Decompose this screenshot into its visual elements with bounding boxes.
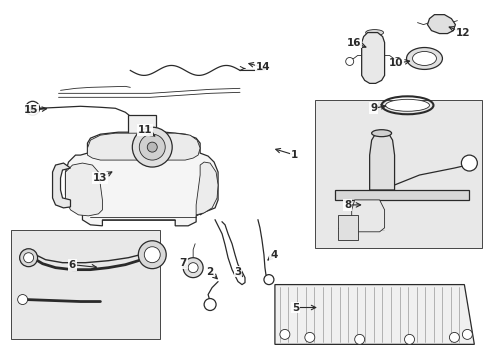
Circle shape (354, 334, 364, 345)
Circle shape (448, 332, 458, 342)
Circle shape (461, 155, 476, 171)
Circle shape (304, 332, 314, 342)
Polygon shape (337, 215, 357, 240)
Text: 16: 16 (346, 37, 360, 48)
Polygon shape (369, 135, 394, 190)
Text: 12: 12 (455, 28, 469, 37)
Text: 7: 7 (179, 258, 186, 268)
Circle shape (279, 329, 289, 339)
Circle shape (18, 294, 27, 305)
Polygon shape (427, 15, 454, 33)
Circle shape (139, 134, 165, 160)
Circle shape (203, 298, 216, 310)
Polygon shape (65, 132, 218, 226)
Circle shape (144, 247, 160, 263)
Ellipse shape (406, 48, 442, 69)
Circle shape (404, 334, 414, 345)
Circle shape (393, 58, 401, 66)
Text: 6: 6 (69, 260, 76, 270)
Bar (128, 115, 156, 137)
Bar (314, 100, 481, 248)
Circle shape (23, 253, 34, 263)
Text: 5: 5 (292, 302, 299, 312)
Text: 11: 11 (138, 125, 152, 135)
Ellipse shape (371, 130, 391, 137)
Circle shape (183, 258, 203, 278)
Polygon shape (274, 285, 473, 345)
Polygon shape (52, 163, 70, 208)
Ellipse shape (412, 51, 436, 66)
Text: 4: 4 (270, 250, 277, 260)
Text: 1: 1 (291, 150, 298, 160)
Text: 9: 9 (369, 103, 376, 113)
Polygon shape (87, 133, 200, 160)
Polygon shape (65, 163, 102, 216)
Text: 3: 3 (234, 267, 241, 276)
Circle shape (147, 142, 157, 152)
Text: 13: 13 (93, 173, 107, 183)
Text: 15: 15 (23, 105, 38, 115)
Polygon shape (351, 200, 384, 232)
Circle shape (138, 241, 166, 269)
Text: 8: 8 (344, 200, 350, 210)
Circle shape (264, 275, 273, 285)
Circle shape (345, 58, 353, 66)
Circle shape (462, 329, 471, 339)
Circle shape (132, 127, 172, 167)
Polygon shape (196, 162, 218, 215)
Circle shape (188, 263, 198, 273)
Circle shape (20, 249, 38, 267)
Text: 10: 10 (387, 58, 402, 68)
Text: 2: 2 (206, 267, 213, 276)
Ellipse shape (365, 30, 383, 36)
Bar (11, 230, 160, 339)
Circle shape (25, 101, 40, 115)
Polygon shape (334, 190, 468, 200)
Text: 14: 14 (255, 62, 270, 72)
Ellipse shape (385, 99, 428, 111)
Polygon shape (361, 32, 384, 84)
Circle shape (30, 105, 36, 111)
